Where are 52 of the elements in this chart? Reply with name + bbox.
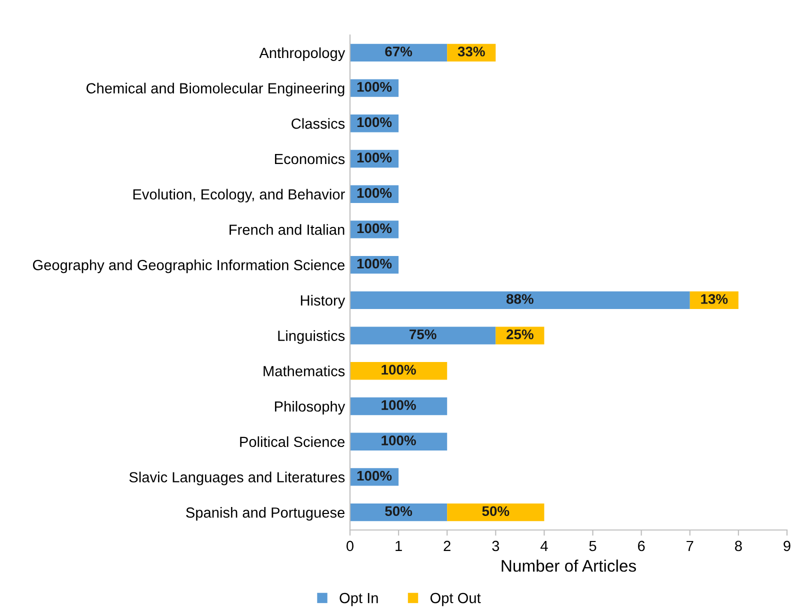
y-tick-label: Evolution, Ecology, and Behavior <box>133 188 345 202</box>
annotation: 100% <box>357 152 392 162</box>
x-tick-label: 7 <box>686 540 694 551</box>
annotation: 100% <box>357 223 392 234</box>
y-tick-label: History <box>300 294 346 308</box>
bar <box>350 432 448 450</box>
x-tick-label: 8 <box>735 540 742 552</box>
annotation: 100% <box>382 400 416 410</box>
annotation: 100% <box>382 436 416 446</box>
y-tick-label: Classics <box>292 118 345 129</box>
annotation: 67% <box>385 46 412 56</box>
legend-label: Opt Out <box>430 592 481 606</box>
x-tick-label: 5 <box>589 540 596 552</box>
annotation: 100% <box>357 82 392 92</box>
x-tick-label: 1 <box>396 540 402 551</box>
y-tick-label: Geography and Geographic Information Science <box>32 260 345 274</box>
annotation: 100% <box>357 117 392 128</box>
annotation: 33% <box>458 46 485 56</box>
annotation: 13% <box>701 294 728 304</box>
legend-label: Opt In <box>340 592 378 606</box>
y-tick-label: Slavic Languages and Literatures <box>129 472 345 486</box>
x-tick-label: 3 <box>492 540 500 552</box>
x-tick-label: 4 <box>540 540 548 551</box>
annotation: 100% <box>382 364 416 375</box>
y-tick-label: Chemical and Biomolecular Engineering <box>86 82 344 96</box>
y-tick-label: Economics <box>275 153 345 164</box>
bar <box>350 291 690 310</box>
bar <box>350 503 448 522</box>
y-tick-label: Linguistics <box>278 330 345 344</box>
annotation: 100% <box>357 188 392 198</box>
annotation: 88% <box>506 294 534 304</box>
y-tick-label: Spanish and Portuguese <box>186 507 344 521</box>
annotation: 50% <box>482 506 510 516</box>
y-tick-label: Anthropology <box>259 47 346 61</box>
x-axis-title: Number of Articles <box>502 560 636 572</box>
annotation: 75% <box>410 329 436 340</box>
annotation: 50% <box>385 506 412 516</box>
y-tick-label: Philosophy <box>274 400 346 415</box>
annotation: 25% <box>506 329 534 340</box>
annotation: 100% <box>357 470 392 481</box>
x-tick-label: 9 <box>784 540 790 552</box>
bar <box>350 397 448 416</box>
annotation: 100% <box>357 258 392 269</box>
x-tick-label: 2 <box>444 540 450 551</box>
bar <box>350 44 448 62</box>
y-tick-label: French and Italian <box>230 224 344 235</box>
y-tick-label: Political Science <box>240 436 344 448</box>
x-tick-label: 0 <box>346 540 354 552</box>
bar <box>350 326 496 344</box>
x-tick-label: 6 <box>638 540 645 552</box>
y-tick-label: Mathematics <box>264 366 345 376</box>
bar <box>447 503 544 522</box>
